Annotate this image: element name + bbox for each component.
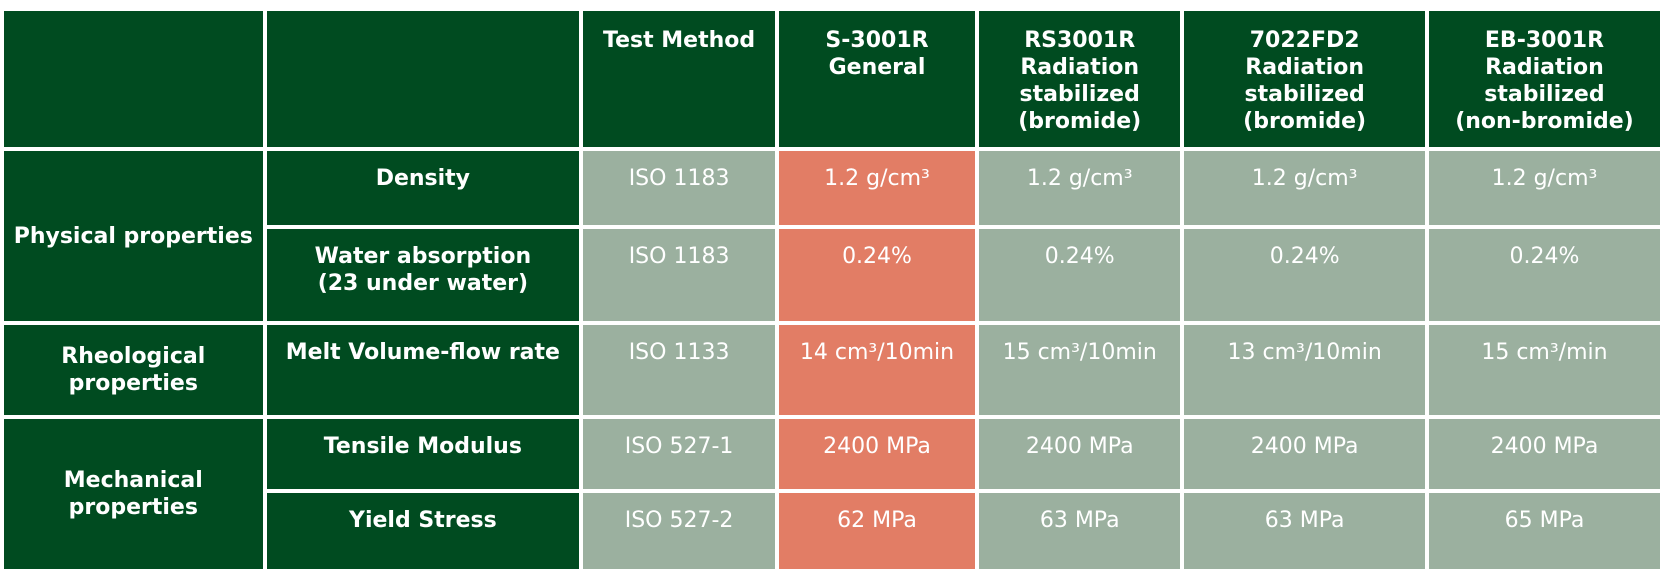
value-density-rs3001r: 1.2 g/cm³ [979,151,1181,225]
method-density: ISO 1183 [583,151,775,225]
header-line: (bromide) [1243,109,1367,134]
header-line: EB-3001R [1484,28,1605,53]
category-physical: Physical properties [4,151,263,321]
header-line: Radiation [1020,55,1140,80]
value-yield-7022fd2: 63 MPa [1184,493,1425,569]
table-row-density: Physical properties Density ISO 1183 1.2… [4,151,1660,321]
header-line: (bromide) [1018,109,1142,134]
value-water-rs3001r: 0.24% [979,229,1181,321]
property-yield-stress: Yield Stress [266,493,580,569]
value-yield-eb-3001r: 65 MPa [1428,493,1660,569]
value-yield-rs3001r: 63 MPa [979,493,1181,569]
category-line: properties [68,495,198,520]
header-line: General [828,55,926,80]
header-row: Test Method S-3001R General RS3001R Radi… [4,11,1660,147]
value-tensile-eb-3001r: 2400 MPa [1428,419,1660,489]
property-density: Density [266,151,580,225]
header-line: stabilized [1019,82,1140,107]
value-water-7022fd2: 0.24% [1184,229,1425,321]
header-line: RS3001R [1024,28,1136,53]
header-blank-property [266,11,580,147]
category-rheological: Rheological properties [4,325,263,415]
value-water-s-3001r: 0.24% [778,229,976,321]
value-tensile-s-3001r: 2400 MPa [778,419,976,489]
category-line: Mechanical [63,468,203,493]
value-melt-eb-3001r: 15 cm³/min [1428,325,1660,415]
property-tensile-modulus: Tensile Modulus [266,419,580,489]
value-water-eb-3001r: 0.24% [1428,229,1660,321]
property-water-absorption: Water absorption (23 under water) [266,229,580,321]
method-water-absorption: ISO 1183 [583,229,775,321]
category-line: properties [68,371,198,396]
header-s-3001r: S-3001R General [778,11,976,147]
header-line: 7022FD2 [1249,28,1360,53]
value-density-eb-3001r: 1.2 g/cm³ [1428,151,1660,225]
value-yield-s-3001r: 62 MPa [778,493,976,569]
header-blank-category [4,11,263,147]
header-line: Radiation [1485,55,1604,80]
value-tensile-rs3001r: 2400 MPa [979,419,1181,489]
category-mechanical: Mechanical properties [4,419,263,569]
header-eb-3001r: EB-3001R Radiation stabilized (non-bromi… [1428,11,1660,147]
method-yield-stress: ISO 527-2 [583,493,775,569]
properties-table-wrapper: Test Method S-3001R General RS3001R Radi… [0,7,1664,573]
header-line: (non-bromide) [1455,109,1634,134]
header-line: stabilized [1484,82,1605,107]
header-test-method: Test Method [583,11,775,147]
table-row-tensile-modulus: Mechanical properties Tensile Modulus IS… [4,419,1660,569]
table-row-melt-flow: Rheological properties Melt Volume-flow … [4,325,1660,415]
value-tensile-7022fd2: 2400 MPa [1184,419,1425,489]
property-line: (23 under water) [317,271,529,296]
method-melt-flow: ISO 1133 [583,325,775,415]
value-density-7022fd2: 1.2 g/cm³ [1184,151,1425,225]
property-melt-flow: Melt Volume-flow rate [266,325,580,415]
value-melt-7022fd2: 13 cm³/10min [1184,325,1425,415]
header-7022fd2: 7022FD2 Radiation stabilized (bromide) [1184,11,1425,147]
header-line: stabilized [1244,82,1365,107]
value-melt-s-3001r: 14 cm³/10min [778,325,976,415]
category-line: Rheological [61,344,206,369]
table-row-water-absorption: Water absorption (23 under water) ISO 11… [4,229,1660,321]
method-tensile-modulus: ISO 527-1 [583,419,775,489]
material-properties-table: Test Method S-3001R General RS3001R Radi… [0,7,1664,573]
value-melt-rs3001r: 15 cm³/10min [979,325,1181,415]
value-density-s-3001r: 1.2 g/cm³ [778,151,976,225]
header-rs3001r: RS3001R Radiation stabilized (bromide) [979,11,1181,147]
header-line: Radiation [1245,55,1365,80]
header-line: S-3001R [825,28,929,53]
property-line: Water absorption [314,244,532,269]
